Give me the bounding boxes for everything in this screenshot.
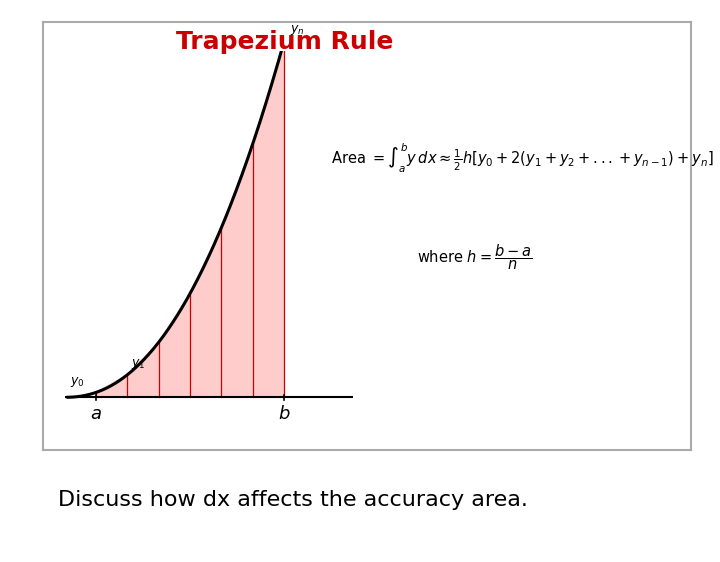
Text: Trapezium Rule: Trapezium Rule xyxy=(176,30,393,53)
Text: Discuss how dx affects the accuracy area.: Discuss how dx affects the accuracy area… xyxy=(58,490,528,510)
Text: $y_0$: $y_0$ xyxy=(70,375,85,389)
Text: $b$: $b$ xyxy=(278,405,290,423)
Polygon shape xyxy=(190,228,221,397)
Text: $y_1$: $y_1$ xyxy=(130,357,145,371)
Polygon shape xyxy=(253,42,284,397)
Polygon shape xyxy=(221,144,253,397)
Text: where $h = \dfrac{b - a}{n}$: where $h = \dfrac{b - a}{n}$ xyxy=(417,242,532,271)
Text: $y_n$: $y_n$ xyxy=(290,23,305,37)
Polygon shape xyxy=(158,293,190,397)
Polygon shape xyxy=(127,342,158,397)
Polygon shape xyxy=(96,375,127,397)
Text: Area $= \int_{a}^{b} y\,dx \approx \frac{1}{2}h[y_0 + 2(y_1 + y_2 + ... + y_{n-1: Area $= \int_{a}^{b} y\,dx \approx \frac… xyxy=(331,141,714,175)
Text: $a$: $a$ xyxy=(90,405,102,423)
